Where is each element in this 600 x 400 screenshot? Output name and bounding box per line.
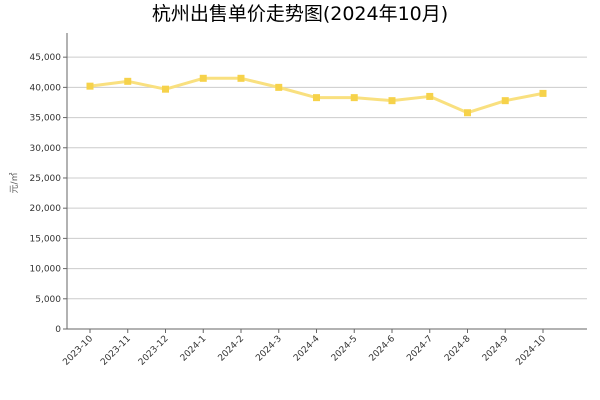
y-tick-label: 20,000 (30, 204, 62, 214)
x-tick-label: 2024-9 (481, 334, 511, 364)
y-tick-label: 15,000 (30, 234, 62, 244)
x-tick-label: 2024-3 (254, 334, 284, 364)
x-tick-label: 2024-4 (292, 334, 322, 364)
y-tick-label: 40,000 (30, 83, 62, 93)
data-point (426, 92, 434, 100)
x-tick-label: 2023-12 (137, 334, 171, 368)
x-tick-labels: 2023-10 2023-11 2023-12 2024-1 2024-2 2024-3 2… (61, 334, 548, 368)
data-point (86, 82, 94, 90)
grid-lines (67, 56, 587, 300)
y-tick-label: 45,000 (30, 53, 62, 63)
y-tick-label: 0 (55, 325, 61, 335)
data-point (162, 85, 169, 93)
data-point (313, 94, 320, 102)
data-point (350, 94, 358, 102)
y-tick-label: 30,000 (30, 144, 62, 154)
data-point (501, 97, 509, 105)
y-tick-labels: 0 5,000 10,000 15,000 20,000 25,000 30,000 35,0… (30, 53, 62, 335)
y-tick-label: 10,000 (30, 265, 62, 275)
x-tick-label: 2024-5 (330, 334, 360, 364)
data-point (388, 97, 396, 105)
series-price (86, 74, 547, 117)
data-point (124, 77, 132, 85)
data-point (539, 89, 547, 97)
data-point (464, 109, 471, 117)
x-tick-label: 2024-7 (405, 334, 435, 364)
chart-title: 杭州出售单价走势图(2024年10月) (152, 3, 448, 25)
y-tick-label: 35,000 (30, 114, 62, 124)
x-tick-label: 2024-2 (217, 334, 247, 364)
x-tick-label: 2023-10 (61, 334, 95, 368)
data-point (275, 83, 283, 91)
x-tick-label: 2024-1 (179, 334, 209, 364)
x-tick-label: 2024-8 (443, 334, 473, 364)
data-point (199, 74, 207, 82)
axes (63, 33, 587, 333)
y-tick-label: 25,000 (30, 174, 62, 184)
x-tick-label: 2024-6 (368, 334, 398, 364)
y-axis-label: 元/㎡ (9, 172, 20, 193)
x-tick-label: 2024-10 (514, 334, 548, 368)
data-point (237, 74, 245, 82)
x-tick-label: 2023-11 (99, 334, 133, 368)
y-tick-label: 5,000 (35, 295, 61, 305)
